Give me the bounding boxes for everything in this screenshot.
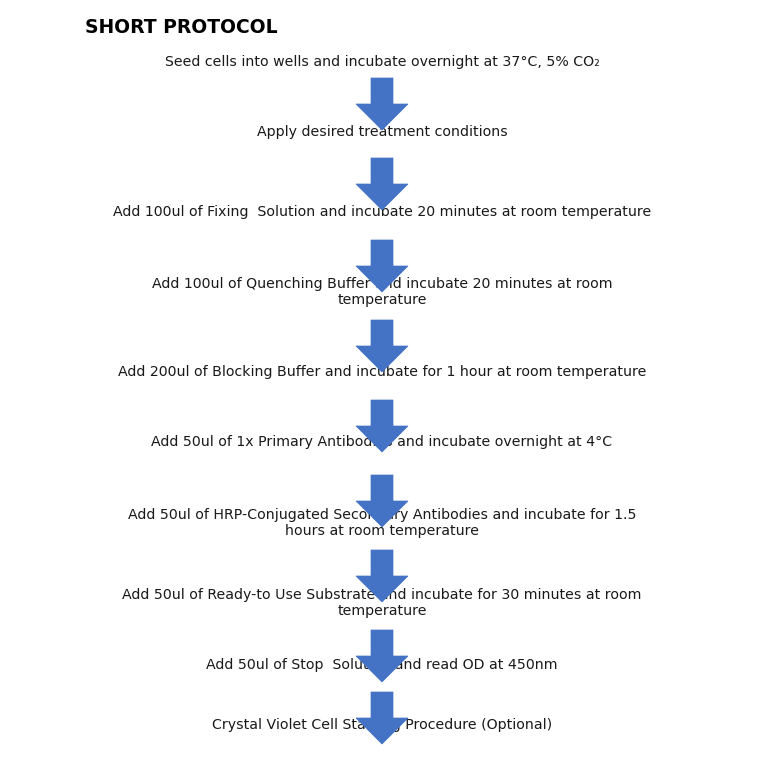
Text: Add 50ul of Ready-to Use Substrate and incubate for 30 minutes at room
temperatu: Add 50ul of Ready-to Use Substrate and i… — [122, 588, 642, 618]
Polygon shape — [356, 400, 408, 452]
Polygon shape — [356, 78, 408, 130]
Polygon shape — [356, 240, 408, 292]
Text: Add 100ul of Quenching Buffer and incubate 20 minutes at room
temperature: Add 100ul of Quenching Buffer and incuba… — [152, 277, 612, 307]
Polygon shape — [356, 475, 408, 527]
Polygon shape — [356, 158, 408, 210]
Polygon shape — [356, 320, 408, 372]
Text: SHORT PROTOCOL: SHORT PROTOCOL — [85, 18, 277, 37]
Text: Add 50ul of 1x Primary Antibodies and incubate overnight at 4°C: Add 50ul of 1x Primary Antibodies and in… — [151, 435, 613, 449]
Polygon shape — [356, 692, 408, 744]
Polygon shape — [356, 630, 408, 682]
Text: Crystal Violet Cell Staining Procedure (Optional): Crystal Violet Cell Staining Procedure (… — [212, 718, 552, 732]
Text: Add 200ul of Blocking Buffer and incubate for 1 hour at room temperature: Add 200ul of Blocking Buffer and incubat… — [118, 365, 646, 379]
Polygon shape — [356, 550, 408, 602]
Text: Add 50ul of HRP-Conjugated Secondary Antibodies and incubate for 1.5
hours at ro: Add 50ul of HRP-Conjugated Secondary Ant… — [128, 508, 636, 538]
Text: Add 100ul of Fixing  Solution and incubate 20 minutes at room temperature: Add 100ul of Fixing Solution and incubat… — [113, 205, 651, 219]
Text: Seed cells into wells and incubate overnight at 37°C, 5% CO₂: Seed cells into wells and incubate overn… — [164, 55, 600, 69]
Text: Add 50ul of Stop  Solution and read OD at 450nm: Add 50ul of Stop Solution and read OD at… — [206, 658, 558, 672]
Text: Apply des​ired treatment conditions: Apply des​ired treatment conditions — [257, 125, 507, 139]
